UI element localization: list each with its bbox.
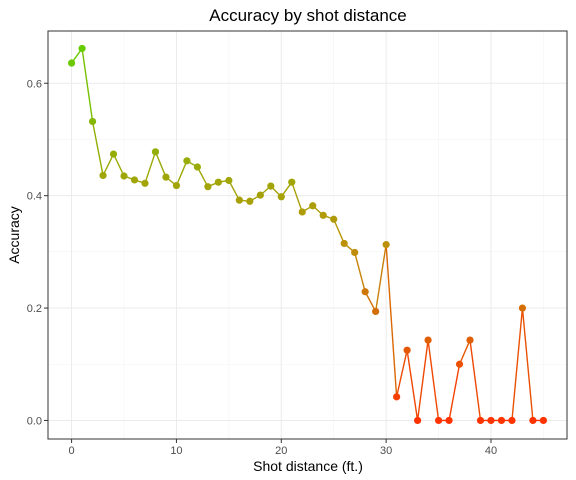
data-point [109,150,118,158]
y-tick-label: 0.4 [27,191,42,203]
x-tick-label: 30 [380,445,392,457]
data-point [393,393,401,401]
data-point [361,288,369,296]
line-segment [416,340,429,421]
data-point [130,176,139,184]
y-tick-label: 0.0 [27,415,42,427]
data-point [309,202,317,210]
data-point [120,172,128,180]
x-tick-label: 10 [170,445,182,457]
data-point [382,240,390,249]
data-point [413,416,422,425]
line-segment [511,307,524,421]
series-points [67,44,548,425]
data-point [99,171,107,180]
data-point [246,197,254,205]
data-point [340,239,348,248]
data-point [330,215,338,223]
line-segment [427,340,440,421]
y-axis: 0.0 0.2 0.4 0.6 [27,78,48,427]
line-segment [385,244,398,397]
line-segment [154,151,167,178]
data-point [298,208,306,216]
y-tick-label: 0.6 [27,78,42,90]
data-point [67,59,76,67]
data-point [78,44,86,53]
line-segment [333,218,345,244]
plot-panel [47,30,568,440]
line-segment [91,121,104,176]
y-axis-title: Accuracy [6,206,22,264]
x-tick-label: 40 [485,445,497,457]
data-point [141,179,149,187]
x-axis-title: Shot distance (ft.) [253,458,363,474]
line-segment [81,48,94,122]
data-point [445,416,453,425]
line-segment [395,350,408,398]
data-point [225,176,233,185]
line-segment [374,244,387,312]
data-point [455,360,464,368]
data-point [319,211,327,219]
line-segment [406,350,419,421]
data-point [235,196,243,204]
data-point [214,178,222,186]
data-point [539,416,548,425]
line-segment [196,166,209,187]
data-point [508,416,516,425]
line-segment [175,160,188,186]
line-segment [458,339,471,365]
data-point [487,416,495,425]
data-point [88,117,97,126]
line-segment [448,364,461,421]
data-point [403,346,411,354]
data-point [466,336,474,344]
line-segment [228,180,240,201]
line-segment [364,291,377,312]
data-point [183,157,191,165]
data-point [288,178,296,186]
data-point [351,248,359,257]
data-point [277,193,285,201]
chart-title: Accuracy by shot distance [209,6,406,25]
data-point [267,182,275,190]
data-point [434,416,443,425]
x-tick-label: 0 [69,445,75,457]
data-point [372,307,380,316]
data-point [256,191,264,199]
data-point [497,416,506,425]
data-point [193,163,202,171]
data-point [151,148,160,156]
y-tick-label: 0.2 [27,303,42,315]
line-segment [469,340,482,421]
x-tick-label: 20 [275,445,287,457]
data-point [518,304,527,312]
series-line [71,48,544,422]
x-axis: 0 10 20 30 40 [69,439,497,457]
grid [48,31,567,439]
line-segment [521,307,534,421]
data-point [172,181,181,190]
line-segment [354,252,366,292]
data-point [529,416,537,425]
data-point [204,183,212,191]
line-segment [102,153,115,176]
line-segment [291,181,303,213]
line-segment [144,151,157,184]
data-point [476,416,485,425]
data-point [162,173,170,181]
line-segment [112,153,125,177]
data-point [424,336,432,344]
